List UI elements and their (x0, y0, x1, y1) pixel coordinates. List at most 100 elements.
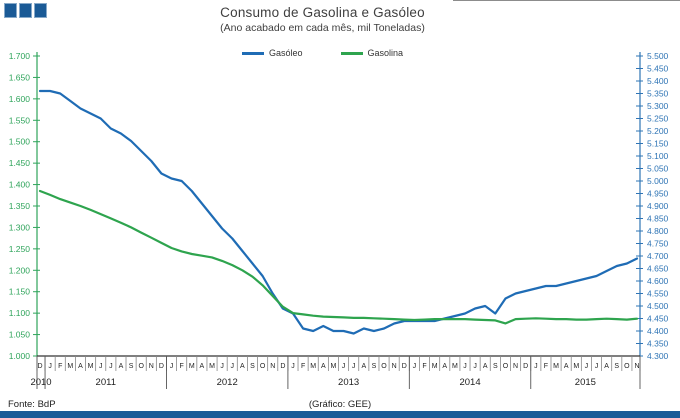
svg-text:N: N (149, 363, 154, 370)
svg-text:A: A (604, 363, 609, 370)
svg-text:4.500: 4.500 (647, 301, 669, 311)
svg-text:1.650: 1.650 (9, 72, 31, 82)
svg-text:M: M (189, 363, 195, 370)
svg-text:D: D (159, 363, 164, 370)
logo (4, 3, 47, 18)
svg-text:O: O (503, 363, 509, 370)
svg-text:J: J (109, 363, 113, 370)
gasoleo-line-swatch (241, 51, 264, 55)
chart-header: Consumo de Gasolina e Gasóleo (Ano acaba… (0, 5, 645, 34)
svg-text:A: A (564, 363, 569, 370)
svg-text:1.050: 1.050 (9, 330, 31, 340)
svg-text:J: J (595, 363, 599, 370)
svg-text:4.550: 4.550 (647, 289, 669, 299)
logo-square (34, 3, 47, 18)
svg-text:D: D (402, 363, 407, 370)
svg-text:1.250: 1.250 (9, 244, 31, 254)
logo-square (19, 3, 32, 18)
svg-text:A: A (119, 363, 124, 370)
source-text: Fonte: BdP (8, 399, 56, 410)
svg-text:2013: 2013 (338, 377, 359, 388)
svg-text:S: S (493, 363, 498, 370)
svg-text:4.950: 4.950 (647, 189, 669, 199)
svg-text:J: J (220, 363, 224, 370)
svg-text:2012: 2012 (217, 377, 238, 388)
svg-text:D: D (37, 363, 42, 370)
svg-text:A: A (483, 363, 488, 370)
svg-text:1.200: 1.200 (9, 265, 31, 275)
svg-text:D: D (280, 363, 285, 370)
svg-text:4.800: 4.800 (647, 226, 669, 236)
svg-text:4.750: 4.750 (647, 239, 669, 249)
svg-text:S: S (372, 363, 377, 370)
gasoleo-line (38, 89, 639, 335)
svg-text:O: O (624, 363, 630, 370)
svg-text:2011: 2011 (96, 377, 116, 388)
svg-text:M: M (573, 363, 579, 370)
svg-text:5.200: 5.200 (647, 126, 669, 136)
svg-text:1.000: 1.000 (9, 351, 31, 361)
svg-text:M: M (67, 363, 73, 370)
svg-text:A: A (442, 363, 447, 370)
svg-text:N: N (270, 363, 275, 370)
svg-text:M: M (310, 363, 316, 370)
svg-text:2014: 2014 (459, 377, 480, 388)
svg-text:5.050: 5.050 (647, 164, 669, 174)
svg-text:2010: 2010 (30, 377, 51, 388)
svg-text:S: S (614, 363, 619, 370)
svg-text:1.450: 1.450 (9, 158, 31, 168)
svg-text:5.100: 5.100 (647, 151, 669, 161)
svg-text:N: N (513, 363, 518, 370)
svg-text:4.450: 4.450 (647, 314, 669, 324)
svg-text:N: N (392, 363, 397, 370)
svg-text:M: M (331, 363, 337, 370)
svg-text:4.850: 4.850 (647, 214, 669, 224)
legend-item-gasoleo: Gasóleo (241, 48, 303, 58)
credit-text: (Gráfico: GEE) (308, 399, 372, 410)
left-axis: 1.700 1.650 1.600 1.550 1.500 1.450 1.400 1.350… (9, 51, 40, 361)
right-axis: 5.500 5.450 5.400 5.350 5.300 5.250 5.200 5.150… (636, 51, 669, 361)
gasolina-line (38, 189, 639, 325)
svg-text:1.350: 1.350 (9, 201, 31, 211)
svg-text:4.350: 4.350 (647, 339, 669, 349)
svg-text:5.300: 5.300 (647, 101, 669, 111)
svg-text:S: S (129, 363, 134, 370)
svg-text:J: J (463, 363, 467, 370)
svg-text:J: J (585, 363, 589, 370)
svg-text:1.700: 1.700 (9, 51, 31, 61)
svg-text:J: J (342, 363, 346, 370)
svg-text:5.400: 5.400 (647, 76, 669, 86)
svg-text:5.150: 5.150 (647, 139, 669, 149)
svg-text:4.900: 4.900 (647, 201, 669, 211)
page-title: Consumo de Gasolina e Gasóleo (220, 5, 425, 20)
svg-text:1.100: 1.100 (9, 308, 31, 318)
svg-text:J: J (99, 363, 103, 370)
chart-legend: Gasóleo Gasolina (0, 48, 645, 58)
svg-text:F: F (422, 363, 426, 370)
page-subtitle: (Ano acabado em cada mês, mil Toneladas) (220, 22, 425, 34)
legend-label: Gasolina (367, 48, 404, 58)
svg-text:1.600: 1.600 (9, 94, 31, 104)
top-edge-line (453, 0, 680, 1)
svg-text:F: F (544, 363, 548, 370)
svg-text:5.500: 5.500 (647, 51, 669, 61)
logo-square (4, 3, 17, 18)
svg-text:M: M (432, 363, 438, 370)
gasolina-line-swatch (340, 51, 363, 55)
svg-text:M: M (209, 363, 215, 370)
svg-text:1.550: 1.550 (9, 115, 31, 125)
svg-text:5.450: 5.450 (647, 64, 669, 74)
svg-text:5.350: 5.350 (647, 89, 669, 99)
legend-item-gasolina: Gasolina (340, 48, 404, 58)
bottom-bar (0, 411, 680, 418)
svg-text:J: J (352, 363, 356, 370)
svg-text:A: A (321, 363, 326, 370)
svg-text:F: F (58, 363, 62, 370)
svg-text:J: J (473, 363, 477, 370)
svg-text:5.250: 5.250 (647, 114, 669, 124)
svg-text:4.300: 4.300 (647, 351, 669, 361)
svg-text:J: J (413, 363, 417, 370)
